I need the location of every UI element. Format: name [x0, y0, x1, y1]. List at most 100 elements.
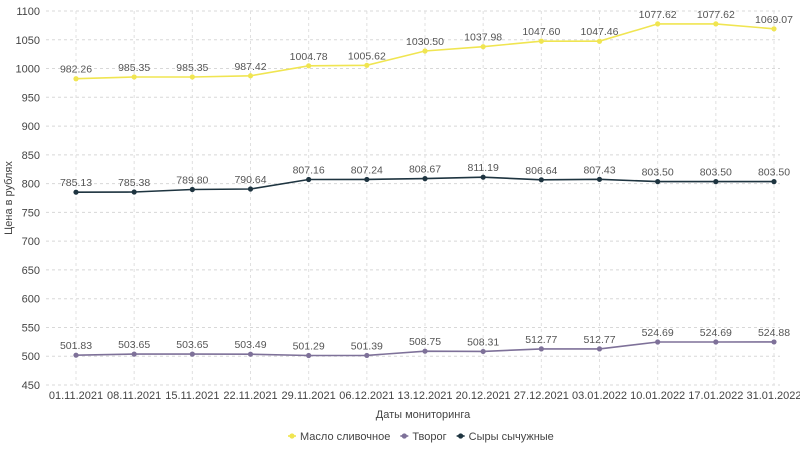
data-point	[247, 73, 254, 79]
data-point	[189, 74, 195, 80]
data-point	[771, 339, 777, 345]
y-tick-label: 900	[22, 121, 40, 133]
data-label: 987.42	[234, 61, 266, 73]
data-label: 512.77	[583, 334, 615, 346]
data-label: 789.80	[176, 174, 208, 186]
grid-lines	[46, 10, 780, 386]
legend-label: Масло сливочное	[300, 431, 390, 443]
data-label: 503.49	[234, 339, 266, 351]
data-label: 803.50	[700, 167, 732, 179]
data-label: 785.13	[60, 177, 92, 189]
legend-item: Творог	[400, 431, 447, 443]
data-point	[713, 21, 719, 27]
legend-label: Сыры сычужные	[469, 431, 554, 443]
data-point	[73, 189, 79, 195]
y-tick-label: 650	[22, 265, 40, 277]
x-tick-label: 20.12.2021	[456, 390, 511, 402]
data-point	[771, 179, 777, 185]
x-axis-title: Даты мониторинга	[376, 409, 471, 421]
data-label: 524.69	[700, 327, 732, 339]
data-point	[480, 44, 486, 50]
data-label: 985.35	[118, 62, 150, 74]
data-label: 1069.07	[755, 14, 793, 26]
series-layer: 982.26 985.35 985.35 987.42 1004.78 1005.62 10…	[60, 9, 793, 359]
data-point	[596, 176, 603, 182]
data-label: 503.65	[118, 339, 150, 351]
x-tick-label: 10.01.2022	[630, 390, 685, 402]
data-point	[596, 38, 603, 44]
data-point	[655, 179, 661, 185]
data-point	[131, 351, 137, 357]
data-point	[480, 174, 486, 180]
legend-label: Творог	[412, 431, 446, 443]
legend-item: Масло сливочное	[288, 431, 390, 443]
data-label: 1047.46	[581, 26, 619, 38]
data-point	[306, 63, 312, 69]
data-label: 982.26	[60, 64, 92, 76]
data-point	[655, 21, 661, 27]
data-point	[306, 352, 312, 359]
data-label: 1004.78	[290, 51, 328, 63]
y-tick-label: 800	[22, 179, 40, 191]
y-tick-label: 600	[22, 294, 40, 306]
data-label: 1077.62	[697, 9, 735, 21]
data-point	[655, 339, 661, 345]
x-tick-label: 13.12.2021	[397, 390, 452, 402]
data-label: 1047.60	[522, 26, 560, 38]
data-label: 524.69	[642, 327, 674, 339]
y-tick-label: 500	[22, 351, 40, 363]
series-1: 501.83 503.65 503.65 503.49 501.29 501.39 508.…	[60, 327, 790, 359]
data-label: 508.75	[409, 336, 441, 348]
data-point	[771, 26, 777, 32]
legend-swatch	[289, 433, 295, 439]
data-label: 512.77	[525, 334, 557, 346]
data-label: 1030.50	[406, 36, 444, 48]
legend-item: Сыры сычужные	[456, 431, 554, 443]
data-label: 806.64	[525, 165, 557, 177]
data-label: 985.35	[176, 62, 208, 74]
data-label: 807.43	[583, 164, 615, 176]
y-tick-label: 700	[22, 236, 40, 248]
data-point	[364, 176, 370, 183]
data-label: 1077.62	[639, 9, 677, 21]
data-label: 790.64	[234, 174, 266, 186]
data-point	[131, 189, 137, 195]
x-tick-label: 27.12.2021	[514, 390, 569, 402]
x-tick-label: 17.01.2022	[688, 390, 743, 402]
data-label: 503.65	[176, 339, 208, 351]
data-label: 808.67	[409, 164, 441, 176]
data-label: 803.50	[642, 167, 674, 179]
x-tick-label: 31.01.2022	[746, 390, 800, 402]
y-tick-label: 450	[22, 380, 40, 392]
x-tick-label: 08.11.2021	[107, 390, 161, 402]
x-tick-label: 29.11.2021	[282, 390, 336, 402]
data-label: 524.88	[758, 327, 790, 339]
data-label: 1037.98	[464, 32, 502, 44]
data-point	[422, 48, 428, 54]
data-point	[247, 186, 254, 192]
data-point	[131, 74, 137, 80]
legend-swatch	[401, 433, 407, 439]
data-point	[73, 76, 79, 82]
data-label: 501.83	[60, 340, 92, 352]
data-point	[247, 351, 254, 357]
y-tick-label: 850	[22, 150, 40, 162]
data-label: 807.24	[351, 164, 383, 176]
y-tick-label: 950	[22, 92, 40, 104]
data-label: 508.31	[467, 336, 499, 348]
data-point	[538, 38, 544, 44]
data-label: 785.38	[118, 177, 150, 189]
data-point	[189, 351, 195, 357]
y-axis-title: Цена в рублях	[3, 161, 15, 235]
y-tick-label: 1100	[16, 6, 40, 18]
data-point	[538, 346, 544, 352]
x-tick-label: 22.11.2021	[223, 390, 277, 402]
data-point	[713, 339, 719, 345]
y-tick-label: 1050	[16, 35, 40, 47]
y-axis-ticks: 450 500 550 600 650 700 750 800 850 900 950 1000 105…	[16, 6, 40, 392]
data-point	[538, 177, 544, 183]
data-label: 1005.62	[348, 50, 386, 62]
data-label: 501.39	[351, 340, 383, 352]
x-tick-label: 01.11.2021	[49, 390, 103, 402]
